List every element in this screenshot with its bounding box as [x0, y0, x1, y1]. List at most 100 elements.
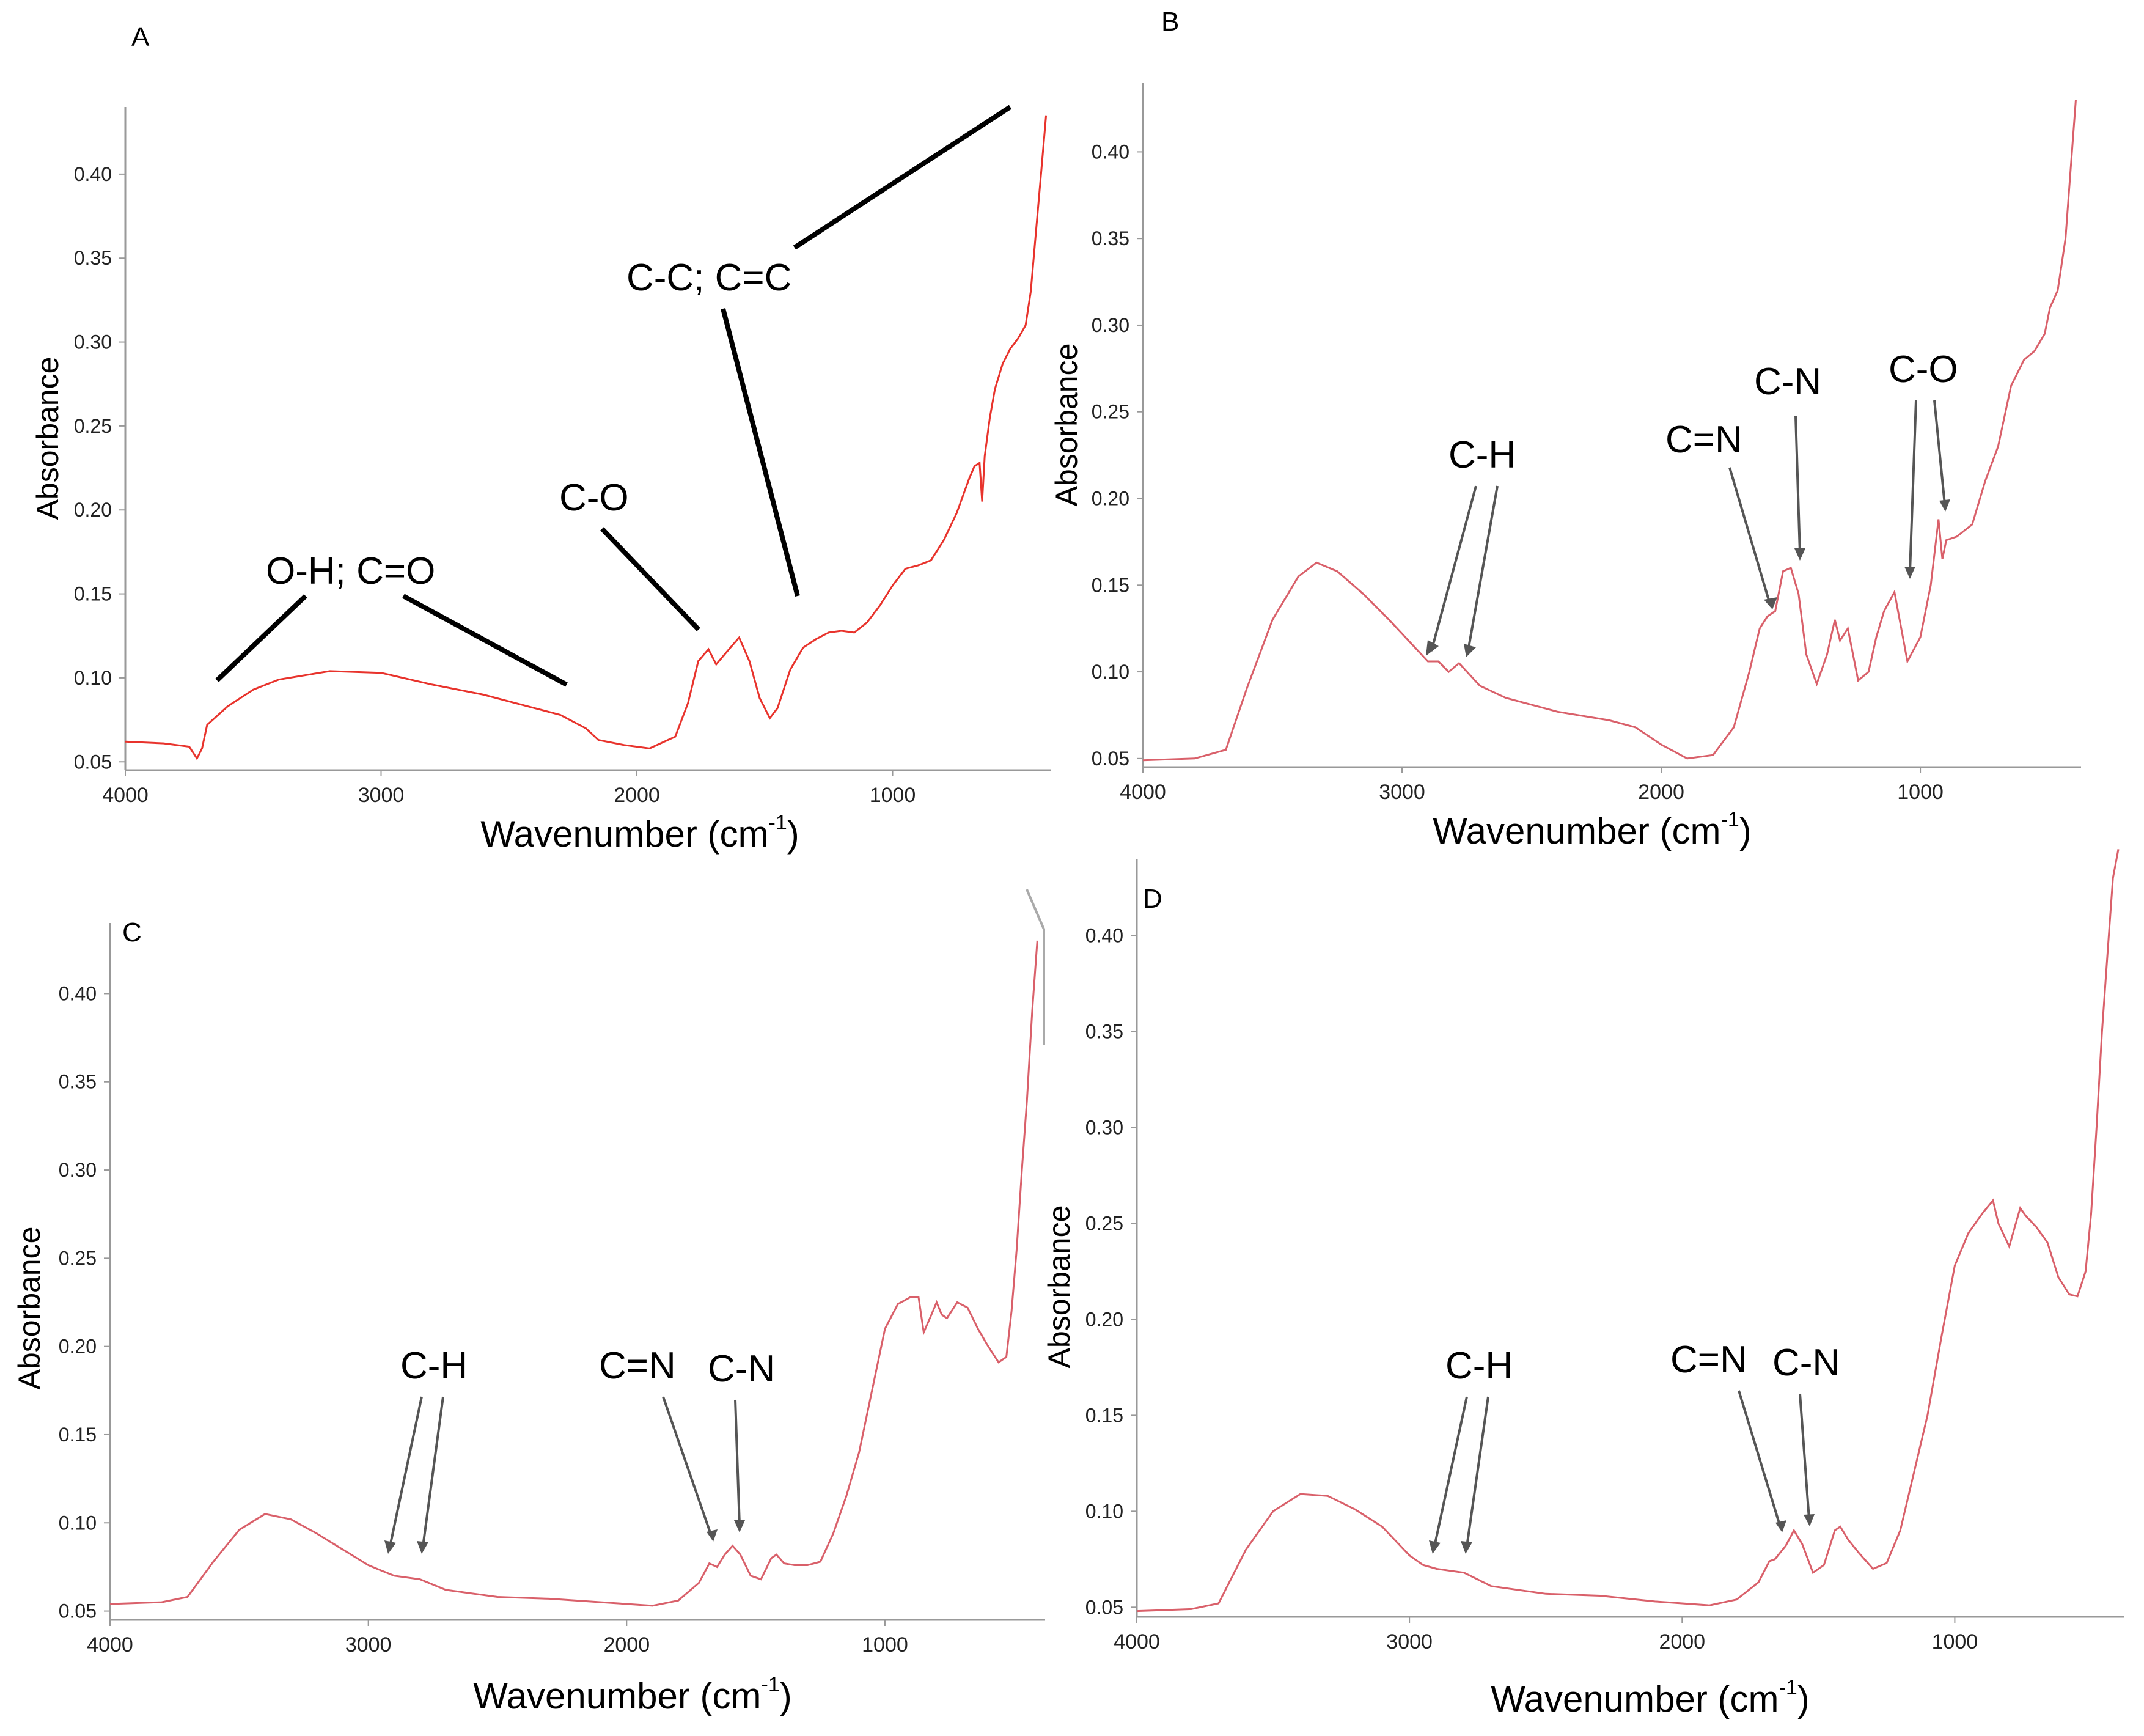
panel-c: C 0.05 0.10 0.15 0.20 0.25 0.30 0.35 0.40 4000 3…: [12, 889, 1045, 1716]
y-ticks: 0.05 0.10 0.15 0.20 0.25 0.30 0.35 0.40: [59, 982, 110, 1622]
x-axis-title-end: ): [787, 814, 799, 855]
annotation-arrow: [1433, 1396, 1468, 1547]
annotation-label: C-O: [559, 477, 629, 519]
y-tick-label: 0.30: [1085, 1116, 1123, 1138]
x-tick-label: 1000: [862, 1633, 908, 1657]
panel-label: C: [122, 918, 142, 947]
y-tick-label: 0.10: [59, 1512, 97, 1534]
y-tick-label: 0.40: [1085, 925, 1123, 947]
y-tick-label: 0.40: [59, 982, 97, 1004]
x-ticks: 4000 3000 2000 1000: [102, 769, 1051, 807]
y-tick-label: 0.30: [59, 1159, 97, 1181]
arrow-head: [1904, 567, 1915, 579]
y-tick-label: 0.05: [1085, 1596, 1123, 1618]
spectrum-line: [1136, 849, 2120, 1613]
annotation-arrow: [1933, 400, 1946, 505]
y-tick-label: 0.30: [74, 331, 112, 353]
annotation-label: C-H: [1448, 434, 1516, 476]
annotation-cn-double: C=N: [1670, 1339, 1786, 1532]
annotation-arrow: [389, 1396, 423, 1547]
x-tick-label: 2000: [1659, 1630, 1705, 1653]
x-tick-label: 3000: [358, 784, 405, 807]
annotation-label: C-N: [1754, 361, 1821, 403]
y-tick-label: 0.20: [1085, 1308, 1123, 1330]
x-axis-title-sup: -1: [769, 811, 787, 834]
annotation-label: C-N: [1772, 1342, 1840, 1384]
y-tick-label: 0.40: [1092, 141, 1129, 163]
x-tick-label: 1000: [1897, 781, 1944, 804]
arrow-head: [1426, 640, 1439, 656]
x-ticks: 4000 3000 2000 1000: [1114, 1616, 2124, 1653]
y-tick-label: 0.25: [59, 1247, 97, 1269]
x-axis-title: Wavenumber (cm-1): [480, 811, 799, 855]
annotation-ch: C-H: [1429, 1345, 1513, 1554]
y-tick-label: 0.15: [1085, 1404, 1123, 1426]
x-axis-title-main: Wavenumber (cm: [480, 814, 768, 855]
annotation-line: [215, 594, 307, 682]
annotation-line: [600, 527, 700, 631]
annotation-label: C=N: [1665, 419, 1742, 461]
x-tick-label: 4000: [102, 784, 149, 807]
y-tick-label: 0.10: [1092, 661, 1129, 683]
y-tick-label: 0.15: [74, 583, 112, 605]
arrow-head: [1775, 1520, 1786, 1532]
y-tick-label: 0.05: [59, 1600, 97, 1622]
annotation-cn-double: C=N: [1665, 419, 1777, 609]
x-axis-title-main: Wavenumber (cm: [1433, 811, 1720, 851]
y-tick-label: 0.35: [1092, 227, 1129, 249]
annotation-line: [793, 105, 1012, 250]
panel-label: D: [1143, 884, 1162, 914]
x-ticks: 4000 3000 2000 1000: [87, 1619, 1045, 1657]
x-tick-label: 3000: [1386, 1630, 1433, 1653]
y-axis-title: Absorbance: [1049, 344, 1084, 507]
annotation-arrow: [1909, 400, 1917, 572]
y-tick-label: 0.05: [1092, 748, 1129, 770]
annotation-label: C=N: [1670, 1339, 1747, 1381]
y-ticks: 0.05 0.10 0.15 0.20 0.25 0.30 0.35 0.40: [74, 163, 125, 773]
y-ticks: 0.05 0.10 0.15 0.20 0.25 0.30 0.35 0.40: [1085, 925, 1137, 1618]
panel-d: D 0.05 0.10 0.15 0.20 0.25 0.30 0.35 0.40 4000 3…: [1042, 849, 2124, 1719]
y-tick-label: 0.25: [1085, 1212, 1123, 1234]
annotation-arrow: [1738, 1390, 1781, 1526]
x-tick-label: 1000: [870, 784, 916, 807]
x-axis-title: Wavenumber (cm-1): [1491, 1676, 1809, 1719]
y-axis-title: Absorbance: [31, 357, 65, 520]
annotation-label: C-O: [1889, 348, 1958, 391]
y-tick-label: 0.40: [74, 163, 112, 185]
annotation-label: C-N: [708, 1348, 775, 1390]
arrow-head: [384, 1540, 396, 1554]
y-tick-label: 0.35: [74, 247, 112, 269]
annotation-oh-co: O-H; C=O: [215, 550, 568, 687]
spectrum-line: [1142, 100, 2077, 762]
annotation-arrow: [1728, 467, 1771, 603]
x-tick-label: 2000: [1638, 781, 1684, 804]
x-axis-title: Wavenumber (cm-1): [473, 1673, 791, 1716]
y-tick-label: 0.30: [1092, 314, 1129, 336]
annotation-label: C=N: [599, 1345, 676, 1387]
annotation-ch: C-H: [1426, 434, 1516, 657]
y-tick-label: 0.10: [1085, 1500, 1123, 1522]
annotation-cn-double: C=N: [599, 1345, 718, 1542]
x-tick-label: 4000: [1114, 1630, 1160, 1653]
x-axis-title-main: Wavenumber (cm: [1491, 1679, 1779, 1719]
y-tick-label: 0.20: [1092, 488, 1129, 510]
annotation-line: [402, 594, 568, 687]
annotation-line: [721, 307, 800, 597]
annotation-arrow: [422, 1396, 444, 1547]
x-ticks: 4000 3000 2000 1000: [1120, 766, 2081, 804]
annotation-label: C-H: [1445, 1345, 1513, 1387]
annotation-arrow: [734, 1399, 741, 1526]
spectrum-line: [125, 115, 1048, 760]
arrow-head: [1804, 1514, 1815, 1526]
x-tick-label: 3000: [1379, 781, 1425, 804]
arrow-head: [707, 1529, 718, 1542]
annotation-cc-cc: C-C; C=C: [626, 105, 1012, 597]
panel-a: A 0.05 0.10 0.15 0.20 0.25 0.30 0.35 0.40 4000 3…: [31, 22, 1051, 855]
arrow-head: [1794, 548, 1805, 561]
y-tick-label: 0.05: [74, 751, 112, 773]
x-tick-label: 1000: [1932, 1630, 1978, 1653]
arrow-head: [1939, 499, 1950, 512]
annotation-arrow: [1466, 1396, 1489, 1547]
annotation-arrow: [1430, 485, 1477, 652]
